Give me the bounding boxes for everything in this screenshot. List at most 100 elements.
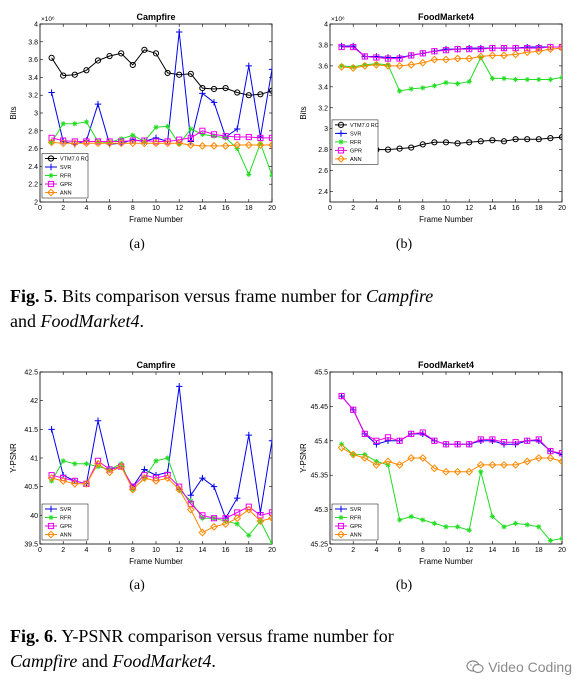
bits-foodmarket4-point [430,55,439,64]
psnr-campfire-point [256,517,265,525]
psnr-campfire-point [94,459,102,468]
watermark-text: Video Coding [488,659,572,675]
bits-foodmarket4-series-gpr [338,43,562,62]
fig5-caption-em-foodmarket: FoodMarket4 [40,311,140,331]
psnr-foodmarket4-legend-marker [337,522,345,530]
bits-foodmarket4-point [396,145,403,152]
bits-foodmarket4-point [337,63,346,71]
bits-foodmarket4-point [454,140,461,147]
bits-foodmarket4-point [384,55,392,62]
bits-foodmarket4-point [466,46,473,53]
bits-campfire-point [130,132,136,138]
bits-campfire-point [199,131,205,137]
bits-campfire-point [107,139,113,145]
psnr-campfire-xtick-label: 6 [108,547,112,554]
bits-campfire-legend-entry: GPR [60,182,72,188]
bits-foodmarket4-line-0 [341,136,562,151]
bits-foodmarket4-point [511,50,520,59]
bits-foodmarket4-point [373,54,380,61]
bits-foodmarket4-point [489,44,496,52]
bits-foodmarket4-point [360,61,369,70]
bits-foodmarket4-xtick-label: 6 [398,205,402,212]
psnr-campfire-point [269,541,272,544]
bits-campfire-legend-entry: RFR [60,174,71,180]
bits-foodmarket4-point [524,76,530,83]
bits-foodmarket4-point [455,81,461,87]
psnr-campfire-point [245,431,252,439]
psnr-foodmarket4-xtick-label: 8 [421,547,425,554]
chart-psnr-campfire: Campfire 0 2 4 6 8 10 12 14 16 18 20 39.5 40 40.5 41 41.… [6,358,280,570]
bits-campfire-point [245,92,252,99]
bits-foodmarket4-point [477,46,484,53]
psnr-foodmarket4-point [488,460,497,469]
bits-foodmarket4-xtick-label: 16 [512,205,520,212]
bits-campfire-point [71,138,78,145]
psnr-foodmarket4-point [373,441,380,448]
bits-campfire-ylabel: Bits [9,106,18,119]
psnr-campfire-xtick-label: 20 [268,547,276,554]
psnr-campfire-ytick-label: 40 [30,513,38,520]
bits-foodmarket4-point [396,55,403,62]
psnr-foodmarket4-point [384,437,392,444]
bits-campfire-point [176,71,183,78]
psnr-foodmarket4-ytick-label: 45.25 [310,542,328,549]
psnr-campfire-ytick-label: 39.5 [24,542,38,549]
bits-foodmarket4-point [350,43,357,51]
psnr-foodmarket4-legend-marker [338,514,344,521]
psnr-foodmarket4-point [478,469,484,475]
bits-campfire-ytick-label: 4 [34,22,38,29]
bits-campfire-ytick-label: 2.2 [28,182,38,189]
bits-campfire-point [234,125,241,133]
bits-foodmarket4-xtick-label: 12 [465,205,473,212]
bits-foodmarket4-point [477,138,484,145]
psnr-campfire-point [82,479,91,488]
psnr-campfire-xtick-label: 8 [131,547,135,554]
bits-campfire-point [141,138,147,145]
bits-foodmarket4-point [372,60,381,69]
bits-campfire-point [165,123,171,129]
psnr-foodmarket4-point [558,450,562,457]
psnr-foodmarket4-point [501,524,507,530]
psnr-foodmarket4-ytick-label: 45.3 [314,507,328,514]
psnr-foodmarket4-point [431,520,437,526]
psnr-foodmarket4-xtick-label: 10 [442,547,450,554]
psnr-campfire-xtick-label: 16 [222,547,230,554]
bits-foodmarket4-ytick-label: 4 [324,22,328,29]
psnr-campfire-point [244,505,253,514]
bits-campfire-point [83,67,90,74]
bits-campfire-xtick-label: 4 [84,205,88,212]
psnr-foodmarket4-point [558,457,562,466]
bits-campfire-point [268,66,272,73]
bits-campfire-point [118,138,125,145]
bits-foodmarket4-xtick-label: 0 [328,205,332,212]
bits-campfire-point [211,133,217,139]
bits-campfire-legend-entry: VTM7.0 RC [60,157,89,163]
bits-foodmarket4-point [419,50,426,57]
psnr-campfire-ylabel: Y-PSNR [9,443,18,473]
psnr-foodmarket4-point [453,467,462,476]
bits-campfire-point [71,71,78,78]
psnr-foodmarket4-xtick-label: 16 [512,547,520,554]
bits-foodmarket4-xtick-label: 18 [535,205,543,212]
bits-campfire-point [59,139,68,148]
psnr-foodmarket4-legend-marker [337,530,345,539]
psnr-campfire-point [60,458,66,464]
psnr-foodmarket4-series-ann [337,443,562,476]
bits-foodmarket4-xtick-label: 2 [351,205,355,212]
bits-campfire-legend-entry: SVR [60,165,71,171]
bits-campfire-point [94,139,102,148]
bits-foodmarket4-point [523,48,532,57]
bits-foodmarket4-ytick-label: 2.6 [318,168,328,175]
bits-campfire-point [129,61,136,69]
bits-foodmarket4-point [534,47,543,56]
bits-campfire-legend: VTM7.0 RC SVR RFR GPR ANN [41,153,89,199]
psnr-foodmarket4-point [455,524,461,530]
bits-foodmarket4-point [478,54,484,61]
bits-campfire-point [268,141,272,149]
bits-campfire-point [117,139,126,148]
psnr-campfire-xlabel: Frame Number [129,557,183,566]
bits-foodmarket4-point [547,135,554,142]
bits-foodmarket4-point [408,86,414,92]
fig6-caption-label: Fig. 6 [10,626,53,646]
